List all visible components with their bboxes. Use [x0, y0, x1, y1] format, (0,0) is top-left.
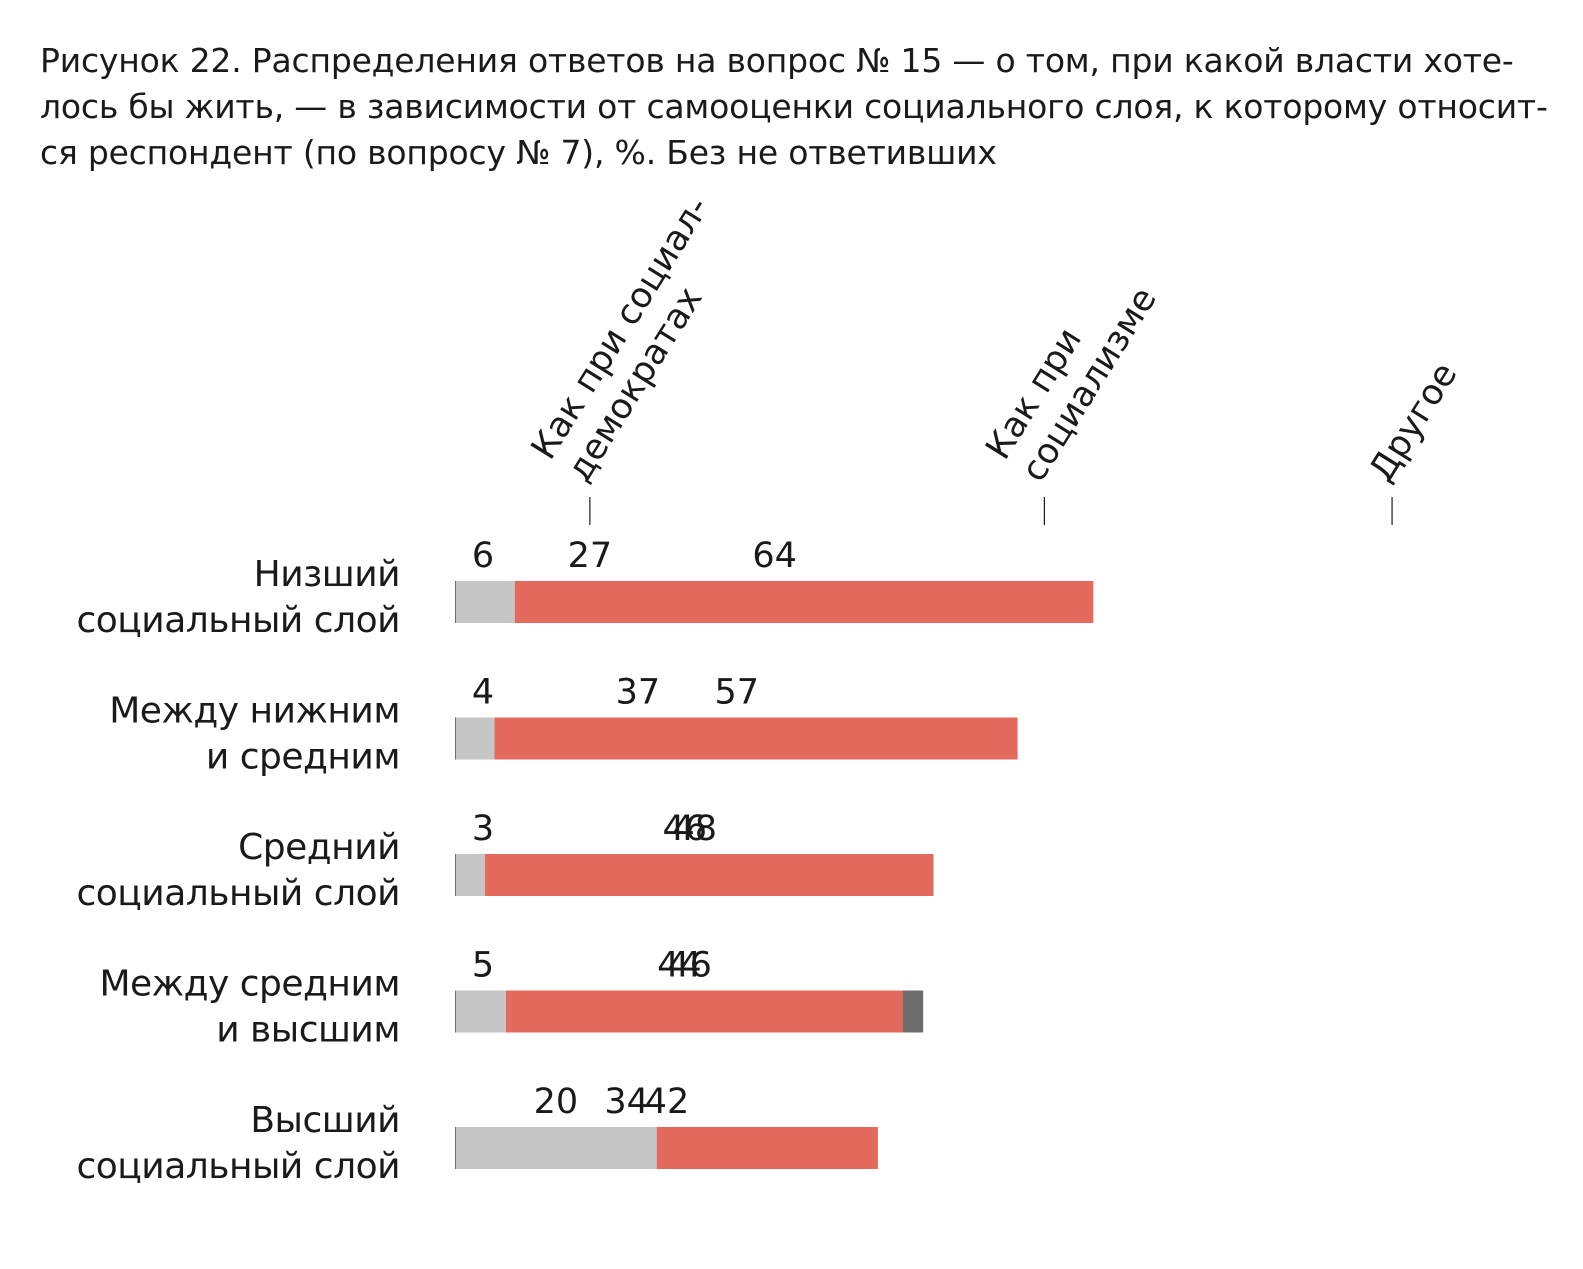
bar-segment [456, 854, 934, 896]
value-label: 42 [645, 1082, 690, 1122]
value-label: 37 [616, 673, 661, 713]
chart-title: Рисунок 22. Распределения ответов на воп… [40, 38, 1548, 176]
value-label: 34 [604, 1082, 649, 1122]
value-label: 3 [472, 809, 494, 849]
category-label: Высший [250, 1100, 400, 1141]
bar-segment [456, 990, 506, 1033]
bars-group [455, 581, 1094, 1169]
value-label: 48 [672, 809, 717, 849]
value-label: 4 [472, 673, 494, 713]
category-label: Между средним [99, 964, 400, 1005]
chart-title-line: лось бы жить, — в зависимости от самооце… [40, 87, 1548, 126]
category-label: социальный слой [76, 1146, 400, 1187]
value-label: 27 [568, 536, 613, 576]
value-label: 46 [662, 809, 707, 849]
bar-segment [456, 581, 1094, 623]
chart-title-line: Рисунок 22. Распределения ответов на воп… [40, 41, 1514, 80]
value-label: 5 [472, 946, 494, 986]
category-label: Низший [254, 554, 400, 595]
series-label-line: Другое [1362, 356, 1466, 489]
series-label: Другое [1362, 356, 1466, 489]
value-label: 6 [472, 536, 494, 576]
category-label: и высшим [216, 1010, 400, 1051]
category-labels-group: Низший социальный слой Между нижним и средн… [76, 554, 400, 1187]
bar-segment [456, 717, 495, 760]
value-label: 44 [657, 946, 702, 986]
series-label: Как при социал-демократах [524, 190, 718, 489]
category-label: и средним [206, 737, 400, 778]
bar-segment [456, 990, 903, 1033]
chart-title-line: ся респондент (по вопросу № 7), %. Без н… [40, 133, 997, 172]
value-label: 46 [667, 946, 712, 986]
bar-segment [456, 717, 1018, 760]
bar-segment [456, 581, 515, 623]
series-labels-group: Как при социал-демократах Как присоциализ… [524, 190, 1465, 525]
category-label: социальный слой [76, 873, 400, 914]
category-label: Между нижним [109, 691, 400, 732]
category-label: социальный слой [76, 600, 400, 641]
value-label: 20 [534, 1082, 579, 1122]
bar-segment [456, 1127, 657, 1169]
category-label: Средний [238, 827, 400, 868]
value-label: 64 [752, 536, 797, 576]
value-label: 57 [715, 673, 760, 713]
bar-segment [456, 854, 485, 896]
